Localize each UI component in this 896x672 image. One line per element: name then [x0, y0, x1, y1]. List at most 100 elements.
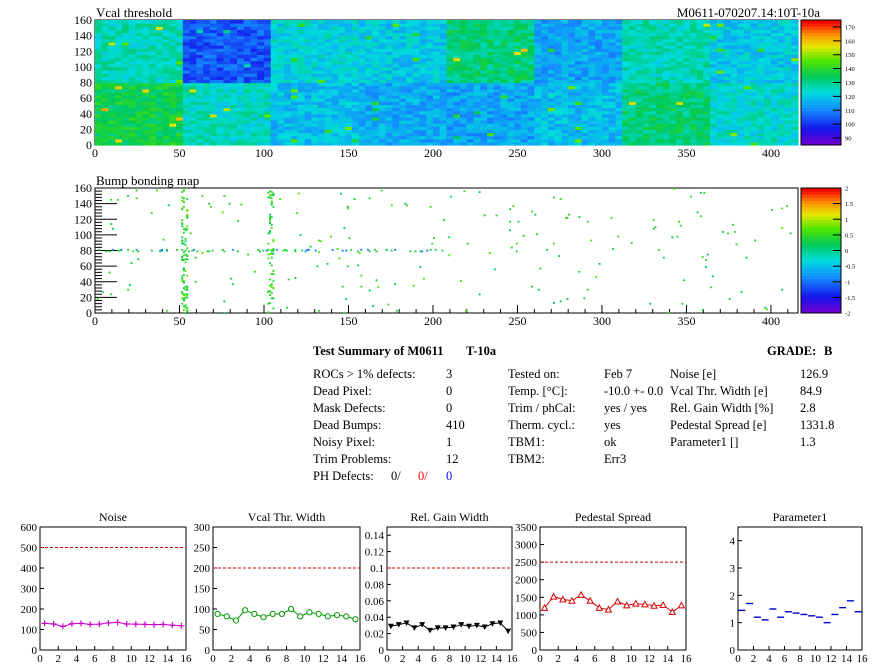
palette-band	[801, 51, 841, 55]
heat-cell	[520, 135, 529, 140]
dead-bump-pixel	[534, 213, 537, 216]
heat-cell	[683, 101, 691, 105]
heat-cell	[115, 141, 123, 146]
heat-cell	[162, 51, 170, 55]
heat-cell	[155, 35, 164, 40]
heat-cell	[399, 91, 407, 96]
heat-cell	[426, 110, 434, 115]
heat-cell	[392, 29, 400, 34]
heat-cell	[432, 60, 441, 65]
heat-cell	[696, 132, 704, 137]
heat-cell	[696, 116, 704, 121]
heat-cell	[750, 29, 759, 34]
heat-cell	[500, 60, 508, 65]
heat-cell	[412, 32, 421, 37]
heat-cell	[236, 45, 245, 49]
heat-cell	[737, 88, 745, 93]
heat-cell	[703, 91, 711, 96]
heat-cell	[473, 91, 481, 96]
heat-cell	[291, 73, 299, 77]
heat-cell	[135, 110, 143, 115]
heat-cell	[135, 98, 143, 102]
dead-bump-pixel	[184, 288, 187, 291]
dead-bump-pixel	[206, 250, 209, 253]
heat-cell	[554, 45, 563, 49]
heat-cell	[588, 85, 596, 90]
heat-cell	[378, 88, 387, 93]
heat-cell	[277, 48, 285, 52]
heat-cell	[250, 23, 258, 27]
heat-cell	[257, 23, 265, 27]
heat-cell	[601, 54, 610, 59]
heat-cell	[209, 29, 218, 34]
heat-cell	[737, 79, 745, 84]
heat-cell	[716, 135, 725, 140]
heat-cell	[547, 116, 556, 121]
heat-cell	[122, 70, 130, 74]
heat-cell	[331, 88, 339, 93]
heat-cell	[669, 120, 677, 124]
dead-bump-pixel	[331, 248, 334, 251]
heat-cell	[547, 129, 556, 134]
heat-cell	[649, 110, 657, 115]
heat-cell	[466, 116, 475, 121]
heat-cell	[608, 141, 617, 146]
heat-cell	[115, 51, 123, 55]
heat-cell	[669, 82, 677, 87]
heat-cell	[216, 45, 225, 49]
heat-cell	[493, 82, 502, 87]
heat-cell	[412, 20, 421, 24]
heat-cell	[656, 76, 664, 80]
heat-cell	[318, 135, 326, 140]
heat-cell	[365, 76, 373, 80]
heat-cell	[324, 73, 333, 77]
heat-cell	[372, 35, 380, 40]
heat-cell	[277, 104, 285, 109]
heat-cell	[460, 107, 468, 112]
heat-cell	[385, 73, 394, 77]
heat-cell	[101, 95, 110, 99]
heat-cell	[331, 116, 339, 121]
heat-cell	[291, 91, 299, 96]
heat-cell	[446, 51, 454, 55]
heat-cell	[710, 141, 718, 146]
heat-cell	[574, 107, 583, 112]
heat-cell	[108, 45, 116, 49]
dead-bump-pixel	[182, 197, 185, 200]
heat-cell	[405, 82, 414, 87]
heat-cell	[257, 20, 265, 24]
heat-cell	[142, 113, 150, 118]
heat-cell	[743, 41, 752, 46]
heat-cell	[466, 54, 475, 59]
heat-cell	[669, 29, 677, 34]
heat-cell	[122, 45, 130, 49]
heat-cell	[108, 95, 116, 99]
dead-bump-pixel	[181, 248, 184, 251]
dead-bump-pixel	[297, 192, 300, 195]
heat-cell	[297, 76, 306, 80]
heat-cell	[324, 60, 333, 65]
heat-cell	[662, 29, 671, 34]
heat-cell	[358, 104, 366, 109]
heat-cell	[291, 79, 299, 84]
heat-cell	[629, 95, 637, 99]
heat-cell	[608, 88, 617, 93]
heat-cell	[615, 91, 623, 96]
heat-cell	[324, 95, 333, 99]
heat-cell	[250, 141, 258, 146]
heat-cell	[487, 60, 495, 65]
heat-cell	[365, 54, 373, 59]
heat-cell	[378, 98, 387, 102]
dead-bump-pixel	[318, 251, 321, 254]
heat-cell	[588, 107, 596, 112]
heat-cell	[710, 54, 718, 59]
heat-cell	[676, 98, 684, 102]
heat-cell	[216, 48, 225, 52]
heat-cell	[561, 32, 569, 37]
palette-band	[801, 188, 841, 192]
heat-cell	[649, 38, 657, 43]
heat-cell	[642, 123, 650, 127]
heat-cell	[189, 60, 197, 65]
heat-cell	[257, 95, 265, 99]
heat-cell	[601, 70, 610, 74]
